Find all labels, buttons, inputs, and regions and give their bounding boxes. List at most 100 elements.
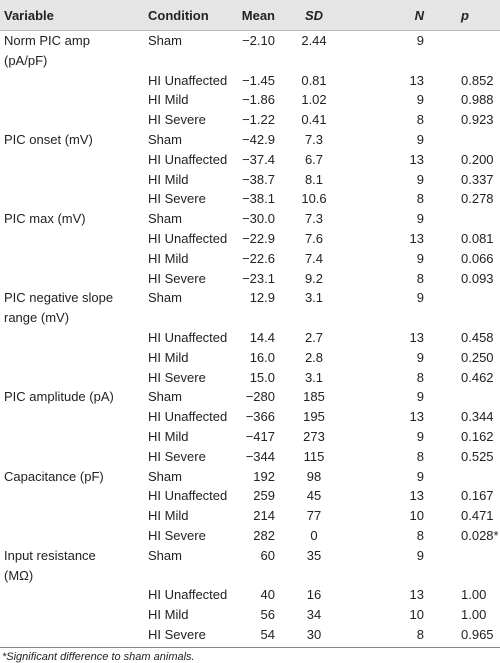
cell: 1.02	[301, 92, 327, 108]
cell: HI Mild	[148, 250, 189, 266]
cell: 0.462	[461, 369, 494, 385]
cell: −38.7	[242, 171, 275, 187]
cell: 8	[416, 112, 424, 128]
cell	[427, 387, 500, 407]
cell: 13	[409, 329, 424, 345]
table-row: HI Severe −1.22 0.41 8 0.923	[0, 110, 500, 130]
column-header: N	[350, 0, 427, 31]
table-row: HI Severe 282 0 8 0.028*	[0, 526, 500, 546]
cell: 185	[303, 389, 325, 405]
variable-cell	[0, 71, 145, 91]
cell: 0.41	[301, 112, 327, 128]
variable-label: PIC max (mV)	[4, 211, 86, 227]
cell: 2.44	[301, 33, 327, 48]
cell	[427, 31, 500, 71]
table-row: HI Mild 16.0 2.8 9 0.250	[0, 348, 500, 368]
table-row: HI Severe −23.1 9.2 8 0.093	[0, 269, 500, 289]
cell: 54	[260, 626, 275, 642]
table-row: HI Unaffected 14.4 2.7 13 0.458	[0, 328, 500, 348]
table-row: Input resistance (MΩ) Sham 60 35 9	[0, 546, 500, 586]
variable-label: Input resistance	[4, 547, 96, 563]
cell: HI Unaffected	[148, 587, 228, 603]
cell: HI Mild	[148, 607, 189, 623]
cell: HI Unaffected	[148, 72, 228, 88]
cell: 0.965	[461, 626, 494, 642]
cell: 1.00	[461, 587, 487, 603]
variable-cell	[0, 447, 145, 467]
cell: 9	[416, 290, 424, 306]
cell: 8	[416, 191, 424, 207]
cell: −1.22	[242, 112, 275, 128]
variable-cell	[0, 625, 145, 645]
variable-cell: Capacitance (pF)	[0, 467, 145, 487]
cell: HI Severe	[148, 369, 206, 385]
variable-cell	[0, 427, 145, 447]
column-header: p	[427, 0, 500, 31]
cell: 7.3	[304, 211, 324, 227]
cell: 273	[303, 428, 325, 444]
cell: Sham	[148, 33, 182, 48]
variable-cell	[0, 269, 145, 289]
cell: −30.0	[242, 211, 275, 227]
cell: 14.4	[249, 329, 275, 345]
cell: −42.9	[242, 131, 275, 147]
cell: 98	[306, 468, 322, 484]
cell: 214	[253, 508, 275, 524]
table-row: Norm PIC amp (pA/pF) Sham −2.10 2.44 9	[0, 31, 500, 71]
cell: 9	[416, 211, 424, 227]
cell: 8.1	[304, 171, 324, 187]
variable-cell	[0, 110, 145, 130]
cell: 40	[260, 587, 275, 603]
cell	[427, 467, 500, 487]
table-row: HI Mild −417 273 9 0.162	[0, 427, 500, 447]
cell: 9	[416, 428, 424, 444]
cell: HI Mild	[148, 508, 189, 524]
variable-cell	[0, 506, 145, 526]
cell: 0.162	[461, 428, 494, 444]
variable-cell	[0, 229, 145, 249]
variable-label: range (mV)	[4, 310, 70, 326]
variable-cell	[0, 348, 145, 368]
table-row: HI Mild 214 77 10 0.471	[0, 506, 500, 526]
cell: 259	[253, 488, 275, 504]
cell: 0.167	[461, 488, 494, 504]
cell: 3.1	[304, 290, 324, 306]
cell: 282	[253, 527, 275, 543]
variable-label: (MΩ)	[4, 567, 34, 583]
cell: 115	[303, 448, 325, 464]
cell: 7.3	[304, 131, 324, 147]
table-row: HI Mild −1.86 1.02 9 0.988	[0, 90, 500, 110]
table-row: PIC amplitude (pA) Sham −280 185 9	[0, 387, 500, 407]
cell: 0.200	[461, 151, 494, 167]
cell: HI Unaffected	[148, 488, 228, 504]
cell: 0.028*	[461, 527, 499, 543]
cell: 195	[303, 409, 325, 425]
cell: 9	[416, 349, 424, 365]
variable-label: PIC amplitude (pA)	[4, 389, 114, 405]
cell	[427, 288, 500, 328]
cell: −366	[245, 409, 275, 425]
cell: −2.10	[242, 33, 275, 48]
cell: 0.344	[461, 409, 494, 425]
cell: 0.81	[301, 72, 327, 88]
cell: 192	[253, 468, 275, 484]
cell: −22.6	[242, 250, 275, 266]
cell: 9	[416, 468, 424, 484]
variable-label: PIC negative slope	[4, 290, 114, 306]
cell: 0.066	[461, 250, 494, 266]
table-row: HI Unaffected −22.9 7.6 13 0.081	[0, 229, 500, 249]
table-row: HI Severe 15.0 3.1 8 0.462	[0, 368, 500, 388]
variable-cell	[0, 407, 145, 427]
column-header: Condition	[145, 0, 235, 31]
variable-label: (pA/pF)	[4, 52, 48, 68]
cell: 60	[260, 547, 275, 563]
cell: HI Mild	[148, 92, 189, 108]
cell: 1.00	[461, 607, 487, 623]
cell: HI Mild	[148, 349, 189, 365]
variable-cell: PIC amplitude (pA)	[0, 387, 145, 407]
table-row: HI Unaffected −37.4 6.7 13 0.200	[0, 150, 500, 170]
column-header: Variable	[0, 0, 145, 31]
cell: −280	[245, 389, 275, 405]
table-row: HI Unaffected 259 45 13 0.167	[0, 486, 500, 506]
